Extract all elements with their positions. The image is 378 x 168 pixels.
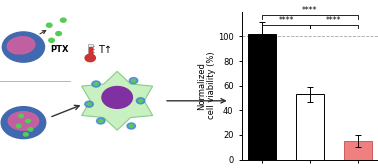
Circle shape [92,81,100,87]
Circle shape [46,23,52,27]
Circle shape [129,125,133,127]
Text: ****: **** [278,16,294,25]
Circle shape [127,123,135,129]
Circle shape [129,78,138,84]
Circle shape [26,119,31,123]
Text: PTX: PTX [51,45,69,54]
Circle shape [49,38,54,42]
Circle shape [87,103,91,106]
Circle shape [23,133,28,136]
Circle shape [16,124,21,128]
Bar [88,44,93,58]
Y-axis label: Normalized
cell viability (%): Normalized cell viability (%) [197,52,217,119]
Circle shape [99,120,103,122]
Bar [296,94,324,160]
Text: ****: **** [302,6,318,15]
Circle shape [1,107,46,139]
Circle shape [96,118,105,124]
Circle shape [60,18,66,22]
Circle shape [139,99,143,102]
Circle shape [85,54,95,62]
Circle shape [56,32,61,36]
Bar [344,141,372,160]
Bar [248,34,276,160]
Text: ****: **** [326,16,342,25]
Polygon shape [82,71,153,130]
Ellipse shape [7,37,35,54]
Circle shape [136,98,145,104]
Circle shape [19,114,23,118]
Text: T↑: T↑ [98,45,112,55]
Circle shape [132,79,135,82]
Circle shape [85,101,93,107]
Ellipse shape [8,112,39,130]
Bar [89,47,91,58]
Circle shape [94,83,98,85]
Circle shape [28,128,33,131]
Circle shape [102,87,132,108]
Circle shape [2,32,45,62]
